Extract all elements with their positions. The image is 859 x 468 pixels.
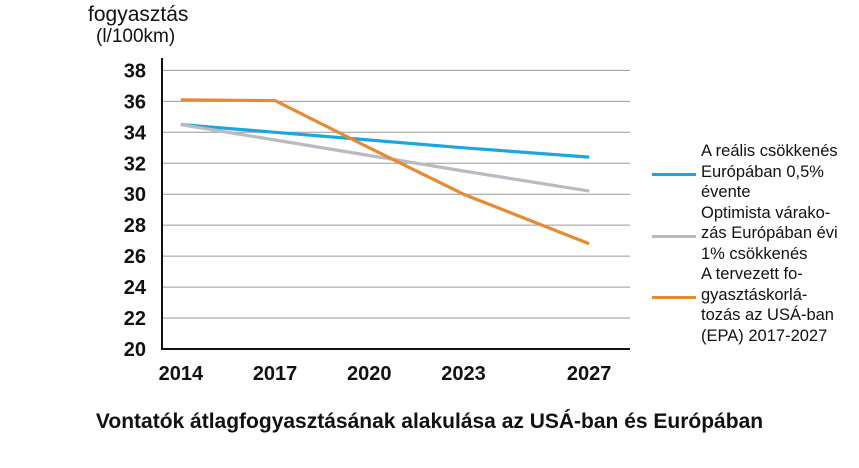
x-tick-label-2023: 2023 [441, 363, 486, 385]
series-line-1 [180, 123, 590, 159]
y-tick-label-20: 20 [124, 339, 146, 361]
series-line-3 [180, 98, 590, 246]
y-tick-label-24: 24 [124, 277, 147, 299]
y-tick-label-36: 36 [124, 91, 146, 113]
legend-label-3-line-4: (EPA) 2017-2027 [701, 326, 828, 345]
legend-label-3-line-3: tozás az USÁ-ban [701, 306, 834, 324]
x-tick-label-2017: 2017 [253, 363, 298, 385]
legend-label-2-line-1: Optimista várako- [701, 203, 831, 222]
y-axis-title: fogyasztás [88, 3, 189, 26]
legend-label-2-line-3: 1% csökkenés [701, 244, 808, 263]
y-tick-label-22: 22 [124, 308, 146, 330]
y-tick-label-26: 26 [124, 246, 146, 268]
y-tick-label-28: 28 [124, 215, 146, 237]
chart-legend: A reális csökkenés Európában 0,5% évente Op… [652, 141, 859, 346]
y-tick-label-38: 38 [124, 60, 146, 82]
x-tick-label-2014: 2014 [159, 363, 204, 385]
x-tick-label-2020: 2020 [347, 363, 392, 385]
legend-item-3: A tervezett fo-gyasztáskorlá-tozás az US… [652, 264, 859, 346]
legend-label-2-line-2: zás Európában évi [701, 224, 838, 242]
legend-item-1: A reális csökkenés Európában 0,5% évente [652, 141, 859, 203]
y-tick-label-32: 32 [124, 153, 146, 175]
x-tick-label-2027: 2027 [567, 363, 612, 385]
legend-label-1-line-2: Európában 0,5% [701, 162, 824, 181]
legend-swatch-1 [652, 173, 696, 176]
legend-swatch-3 [652, 296, 696, 299]
chart-caption: Vontatók átlagfogyasztásának alakulása a… [95, 410, 764, 433]
legend-swatch-2 [652, 234, 696, 238]
legend-item-2: Optimista várako-zás Európában évi 1% csö… [652, 203, 859, 265]
legend-label-1-line-3: évente [701, 183, 751, 201]
y-axis-unit: (l/100km) [96, 26, 176, 47]
y-tick-label-30: 30 [124, 184, 146, 206]
legend-label-3-line-2: gyasztáskorlá- [701, 285, 808, 304]
series-line-2 [180, 123, 590, 193]
legend-label-1-line-1: A reális csökkenés [701, 142, 838, 160]
legend-label-3-line-1: A tervezett fo- [701, 265, 803, 283]
y-tick-label-34: 34 [124, 122, 147, 144]
